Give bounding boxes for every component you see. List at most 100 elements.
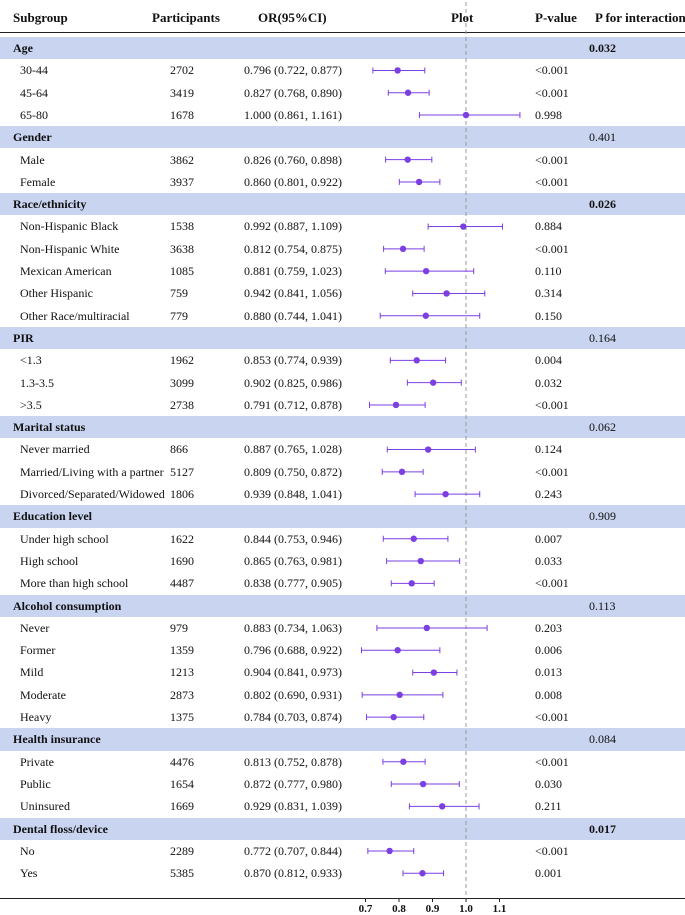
- group-label: PIR: [13, 330, 34, 345]
- participants-value: 1538: [170, 219, 194, 234]
- participants-value: 3862: [170, 152, 194, 167]
- participants-value: 1213: [170, 665, 194, 680]
- subgroup-label: 30-44: [20, 63, 48, 78]
- participants-value: 1375: [170, 710, 194, 724]
- x-axis-line: [0, 898, 685, 899]
- participants-value: 866: [170, 442, 188, 457]
- subgroup-row: Under high school 1622 0.844 (0.753, 0.946…: [0, 528, 685, 550]
- group-label: Gender: [13, 130, 52, 145]
- p-value: <0.001: [535, 397, 569, 412]
- table-header: Subgroup Participants OR(95%CI) Plot P-v…: [0, 0, 685, 32]
- header-subgroup: Subgroup: [13, 10, 68, 25]
- p-value: 0.124: [535, 442, 562, 457]
- participants-value: 4487: [170, 576, 194, 591]
- p-value: <0.001: [535, 754, 569, 769]
- subgroup-row: Divorced/Separated/Widowed 1806 0.939 (0.8…: [0, 483, 685, 505]
- or-ci-value: 0.772 (0.707, 0.844): [244, 843, 342, 858]
- or-ci-value: 0.870 (0.812, 0.933): [244, 866, 342, 881]
- subgroup-label: Married/Living with a partner: [20, 464, 164, 479]
- or-ci-value: 0.992 (0.887, 1.109): [244, 219, 342, 234]
- subgroup-row: Other Hispanic 759 0.942 (0.841, 1.056) 0.3…: [0, 282, 685, 305]
- subgroup-label: More than high school: [20, 576, 129, 591]
- p-value: 0.998: [535, 107, 562, 122]
- subgroup-label: Other Hispanic: [20, 286, 93, 301]
- subgroup-row: Other Race/multiracial 779 0.880 (0.744, 1…: [0, 305, 685, 327]
- subgroup-label: No: [20, 843, 35, 858]
- group-row: Gender 0.401: [0, 126, 685, 149]
- participants-value: 3638: [170, 241, 194, 256]
- subgroup-label: Public: [20, 776, 51, 791]
- or-ci-value: 0.791 (0.712, 0.878): [244, 397, 342, 412]
- subgroup-row: Yes 5385 0.870 (0.812, 0.933) 0.001: [0, 862, 685, 885]
- group-label: Age: [13, 41, 33, 55]
- or-ci-value: 0.865 (0.763, 0.981): [244, 553, 342, 568]
- subgroup-row: Never 979 0.883 (0.734, 1.063) 0.203: [0, 617, 685, 639]
- subgroup-row: Private 4476 0.813 (0.752, 0.878) <0.001: [0, 751, 685, 773]
- p-value: 0.007: [535, 531, 562, 546]
- subgroup-row: 1.3-3.5 3099 0.902 (0.825, 0.986) 0.032: [0, 371, 685, 394]
- subgroup-label: Male: [20, 152, 45, 167]
- subgroup-label: Private: [20, 754, 54, 769]
- participants-value: 779: [170, 308, 188, 323]
- p-value: <0.001: [535, 241, 569, 256]
- group-row: Race/ethnicity 0.026: [0, 193, 685, 216]
- p-value: 0.033: [535, 553, 562, 568]
- subgroup-row: Uninsured 1669 0.929 (0.831, 1.039) 0.211: [0, 795, 685, 817]
- p-value: <0.001: [535, 843, 569, 858]
- participants-value: 3099: [170, 375, 194, 390]
- or-ci-value: 0.904 (0.841, 0.973): [244, 665, 342, 680]
- participants-value: 3937: [170, 174, 194, 189]
- group-row: Marital status 0.062: [0, 416, 685, 439]
- p-value: 0.030: [535, 776, 562, 791]
- group-row: Age 0.032: [0, 37, 685, 60]
- subgroup-label: 45-64: [20, 85, 48, 100]
- subgroup-label: 65-80: [20, 107, 48, 122]
- p-value: <0.001: [535, 576, 569, 591]
- participants-value: 1806: [170, 487, 194, 501]
- subgroup-row: Married/Living with a partner 5127 0.809 (…: [0, 460, 685, 483]
- subgroup-row: 45-64 3419 0.827 (0.768, 0.890) <0.001: [0, 82, 685, 104]
- p-value: 0.004: [535, 353, 562, 368]
- group-row: Health insurance 0.084: [0, 728, 685, 751]
- or-ci-value: 0.929 (0.831, 1.039): [244, 799, 342, 814]
- participants-value: 3419: [170, 85, 194, 100]
- or-ci-value: 0.784 (0.703, 0.874): [244, 710, 342, 724]
- p-value: <0.001: [535, 152, 569, 167]
- subgroup-row: Mexican American 1085 0.881 (0.759, 1.023)…: [0, 260, 685, 282]
- or-ci-value: 0.881 (0.759, 1.023): [244, 264, 342, 278]
- p-interaction-value: 0.017: [589, 821, 616, 836]
- or-ci-value: 0.796 (0.688, 0.922): [244, 643, 342, 658]
- subgroup-label: 1.3-3.5: [20, 375, 54, 390]
- or-ci-value: 0.887 (0.765, 1.028): [244, 442, 342, 457]
- or-ci-value: 0.883 (0.734, 1.063): [244, 620, 342, 635]
- group-row: PIR 0.164: [0, 326, 685, 350]
- subgroup-row: Non-Hispanic Black 1538 0.992 (0.887, 1.10…: [0, 215, 685, 237]
- subgroup-label: High school: [20, 553, 79, 568]
- subgroup-label: Never married: [20, 442, 90, 457]
- header-pvalue: P-value: [535, 10, 577, 25]
- header-participants: Participants: [152, 10, 220, 25]
- subgroup-label: Moderate: [20, 687, 66, 702]
- or-ci-value: 0.942 (0.841, 1.056): [244, 286, 342, 301]
- or-ci-value: 0.860 (0.801, 0.922): [244, 174, 342, 189]
- p-value: 0.110: [535, 264, 562, 278]
- participants-value: 1962: [170, 353, 194, 368]
- group-row: Alcohol consumption 0.113: [0, 594, 685, 617]
- p-value: 0.884: [535, 219, 562, 234]
- subgroup-label: Non-Hispanic White: [20, 241, 120, 256]
- subgroup-label: Heavy: [20, 710, 52, 724]
- p-value: <0.001: [535, 85, 569, 100]
- p-interaction-value: 0.909: [589, 509, 616, 524]
- participants-value: 1359: [170, 643, 194, 658]
- header-plot: Plot: [451, 10, 474, 25]
- participants-value: 1690: [170, 553, 194, 568]
- participants-value: 4476: [170, 754, 194, 769]
- p-value: 0.314: [535, 286, 562, 301]
- subgroup-label: Other Race/multiracial: [20, 308, 130, 323]
- subgroup-label: Female: [20, 174, 56, 189]
- subgroup-row: <1.3 1962 0.853 (0.774, 0.939) 0.004: [0, 349, 685, 371]
- p-value: 0.001: [535, 866, 562, 881]
- participants-value: 1678: [170, 107, 194, 122]
- p-interaction-value: 0.113: [589, 598, 616, 613]
